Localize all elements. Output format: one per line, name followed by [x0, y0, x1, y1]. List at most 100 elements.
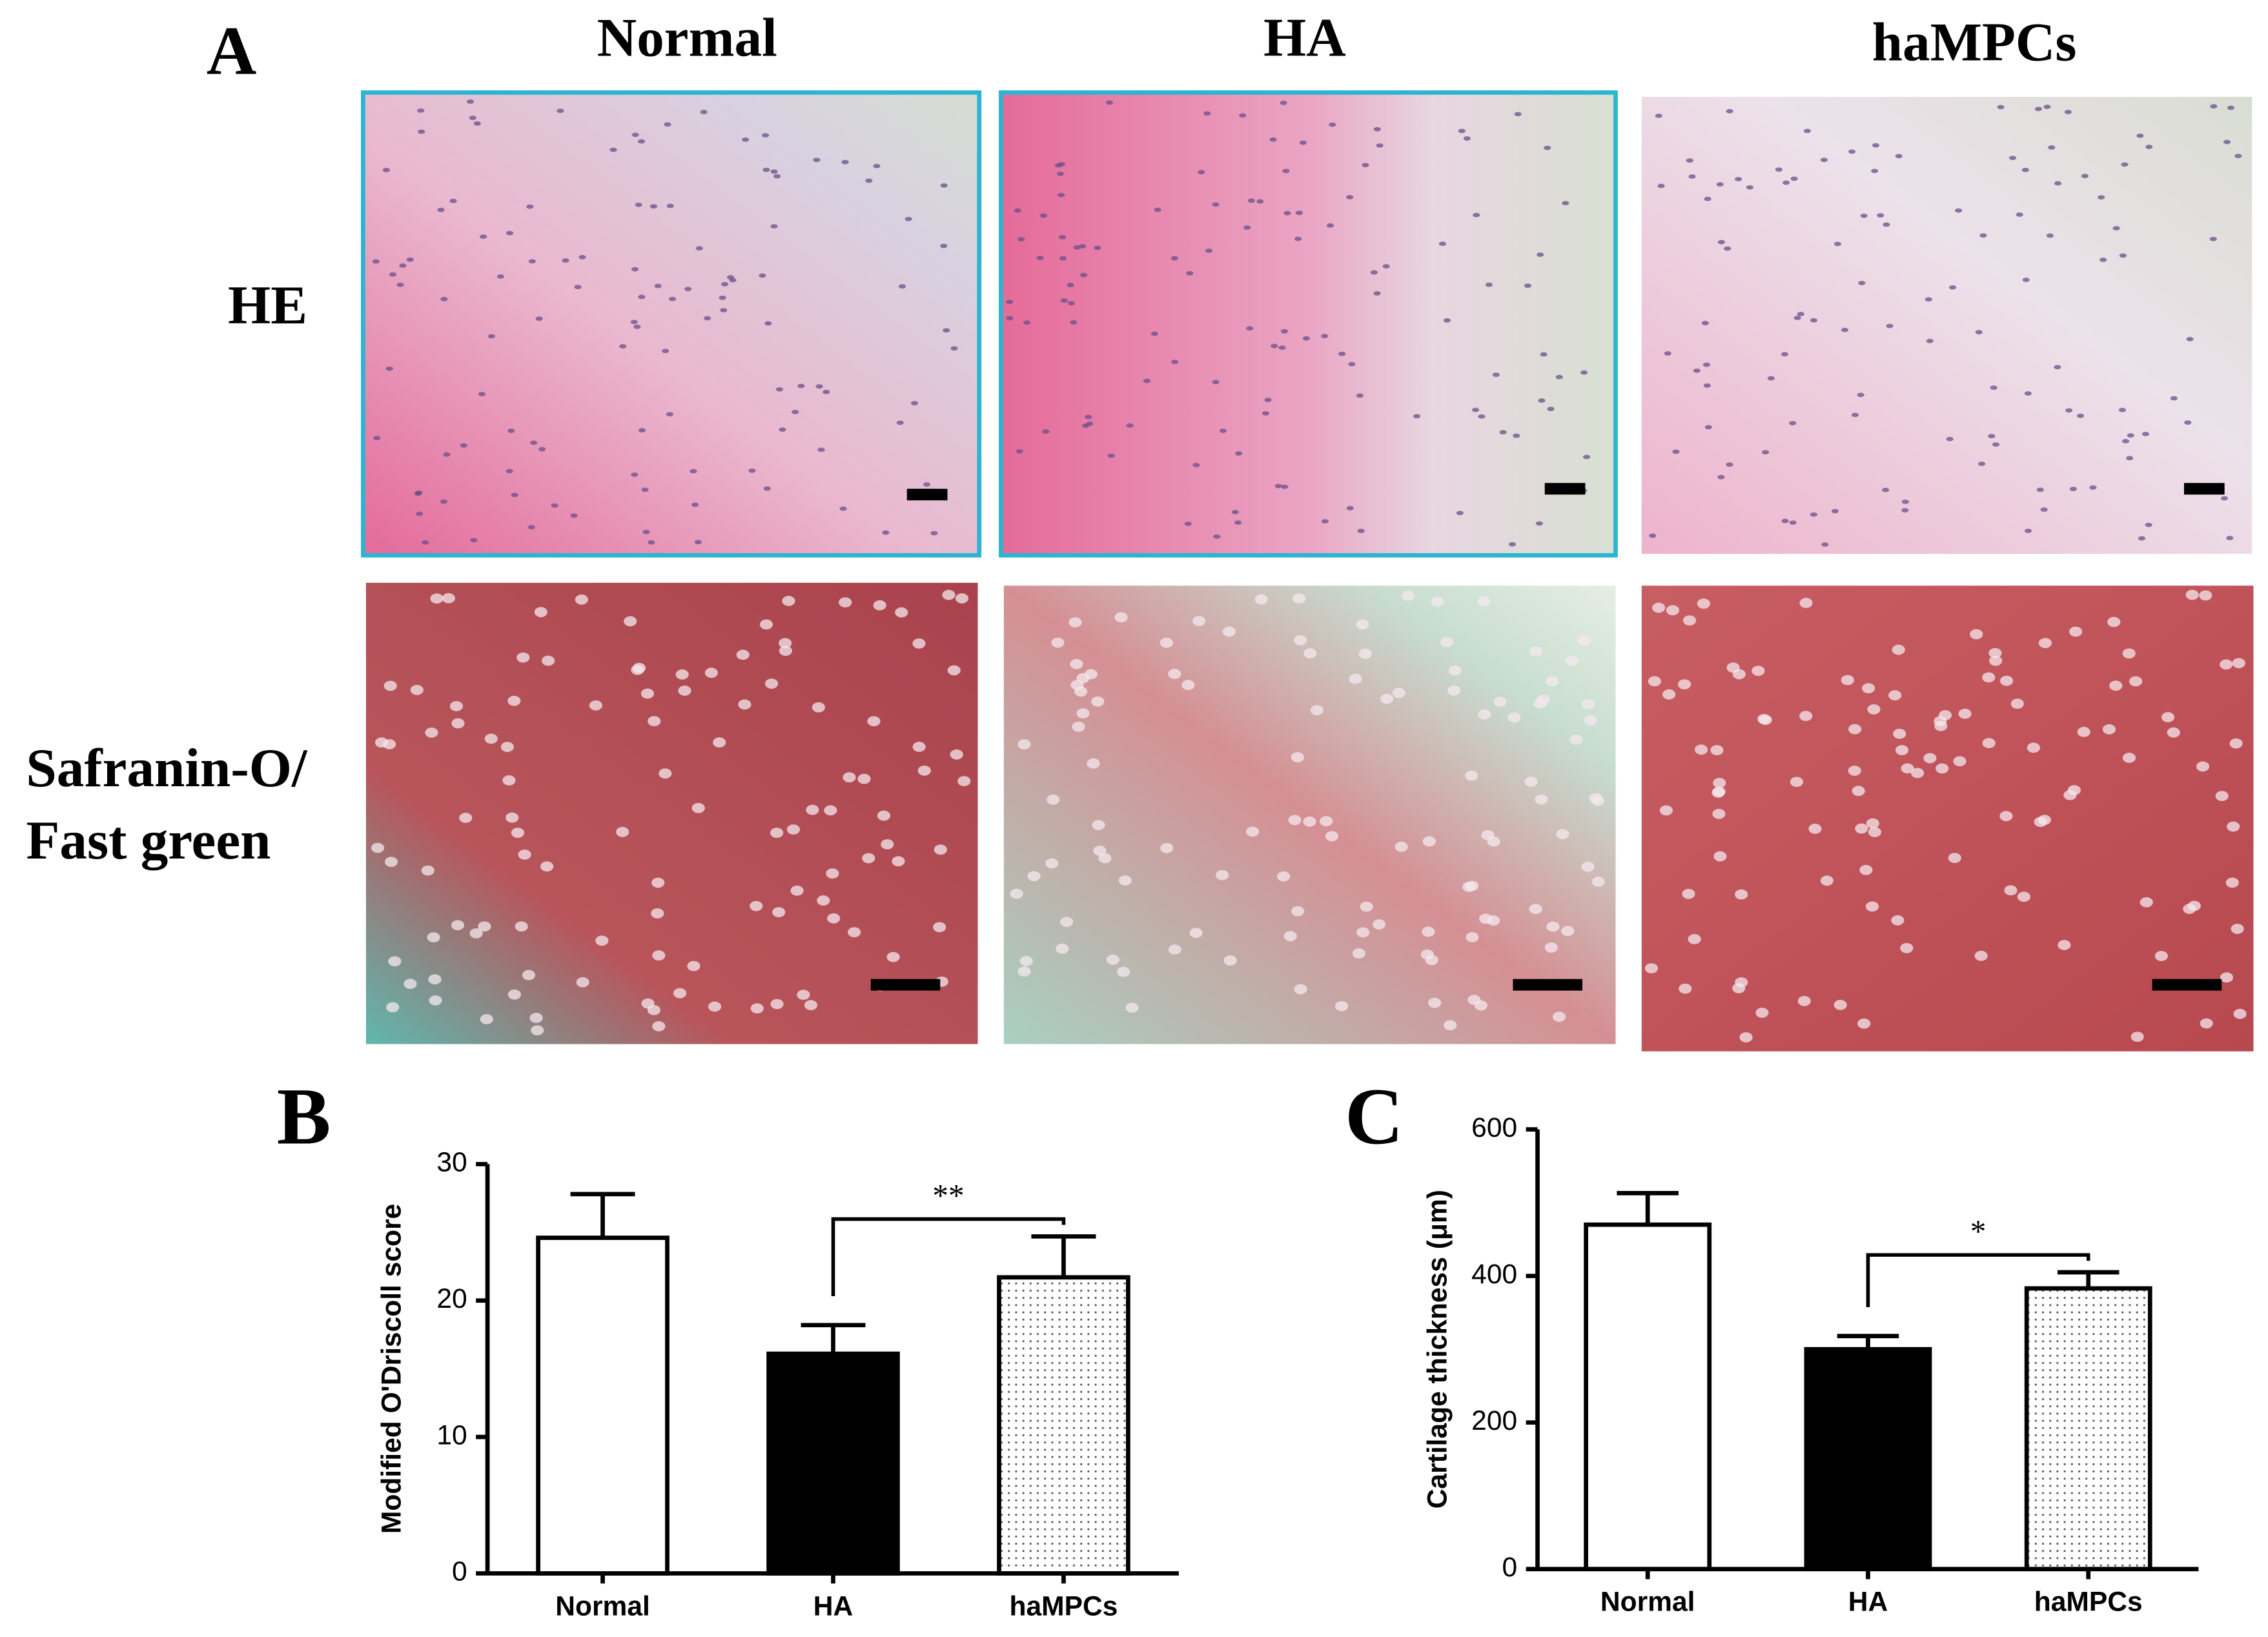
cell: [1591, 795, 1605, 806]
cell: [797, 383, 805, 389]
cell: [1443, 318, 1451, 323]
cell: [1565, 655, 1578, 666]
cell: [1280, 101, 1287, 105]
cell: [1958, 708, 1972, 719]
cell: [1478, 414, 1486, 419]
cell: [1977, 462, 1986, 466]
bar: [2024, 1286, 2152, 1572]
cell: [1877, 213, 1885, 218]
cell: [934, 844, 947, 855]
cell: [1990, 385, 1997, 390]
cell: [687, 961, 700, 971]
cell: [414, 491, 422, 496]
cell: [1544, 145, 1551, 150]
cell: [1901, 508, 1909, 513]
cell: [535, 316, 543, 321]
cell: [2038, 638, 2052, 649]
cell: [480, 234, 487, 239]
cell: [473, 121, 481, 126]
cell: [1492, 372, 1500, 378]
cell: [1105, 100, 1114, 105]
cell: [1682, 615, 1697, 626]
micrographs: [361, 90, 2254, 1052]
cell: [1695, 744, 1708, 755]
cell: [1982, 672, 1996, 683]
cell: [2141, 432, 2150, 436]
cell: [1168, 944, 1181, 955]
cell: [804, 1000, 818, 1010]
cell: [1346, 505, 1354, 511]
row-label: HE: [228, 275, 307, 336]
cell: [1269, 137, 1277, 142]
cell: [1852, 786, 1865, 797]
cell: [708, 1001, 722, 1012]
cell: [1291, 752, 1304, 762]
cell: [1027, 871, 1041, 882]
cell: [1466, 932, 1479, 942]
cell: [2027, 742, 2040, 753]
cell: [857, 773, 871, 784]
cell: [1703, 383, 1711, 388]
cell: [704, 667, 719, 678]
cell: [1074, 686, 1088, 697]
cell: [1154, 207, 1161, 212]
cell: [782, 596, 795, 606]
cell: [827, 913, 841, 924]
cell: [1117, 966, 1130, 977]
cell: [427, 932, 440, 942]
cell: [1212, 202, 1220, 207]
cell: [1799, 711, 1813, 721]
cell: [2038, 815, 2051, 825]
cell: [1710, 745, 1724, 755]
cell: [2040, 507, 2048, 512]
cell: [1923, 753, 1937, 764]
cell: [759, 273, 766, 278]
cell: [762, 133, 770, 138]
he-image: [1641, 97, 2253, 554]
cell: [1648, 676, 1661, 687]
cell: [1373, 919, 1386, 930]
cell: [2046, 233, 2054, 238]
cell: [1581, 699, 1595, 709]
cell: [496, 274, 505, 279]
cell: [1245, 826, 1260, 837]
significance-bracket: [1866, 1253, 2090, 1307]
cell: [1970, 629, 1983, 640]
cell: [1431, 596, 1444, 607]
cell: [1895, 745, 1909, 755]
cell: [2077, 727, 2090, 737]
cell: [2112, 226, 2120, 230]
cell: [886, 951, 900, 962]
cell: [955, 593, 969, 604]
cell: [1329, 122, 1336, 127]
cell: [1478, 709, 1491, 720]
cell: [1006, 316, 1014, 321]
cell: [1533, 698, 1547, 709]
cell: [418, 129, 425, 134]
cell: [1373, 291, 1381, 296]
cell: [1079, 244, 1087, 249]
cell: [651, 908, 664, 919]
cell: [1657, 183, 1665, 188]
cell: [1581, 861, 1595, 872]
cell: [1471, 407, 1480, 412]
cell: [877, 810, 891, 821]
cell: [1797, 995, 1811, 1006]
cell: [388, 956, 402, 967]
cell: [562, 258, 569, 263]
significance-label: *: [1970, 1214, 1987, 1249]
cell: [651, 877, 665, 888]
cell: [669, 296, 677, 301]
cell: [399, 263, 407, 268]
cell: [742, 137, 750, 142]
y-tick-label: 20: [436, 1283, 467, 1314]
cell: [649, 204, 658, 209]
cell: [2220, 496, 2229, 501]
cell: [631, 132, 639, 137]
cell: [1017, 739, 1031, 749]
cell: [429, 995, 442, 1006]
cell: [727, 275, 735, 280]
cell: [736, 649, 750, 660]
cell: [912, 742, 926, 752]
